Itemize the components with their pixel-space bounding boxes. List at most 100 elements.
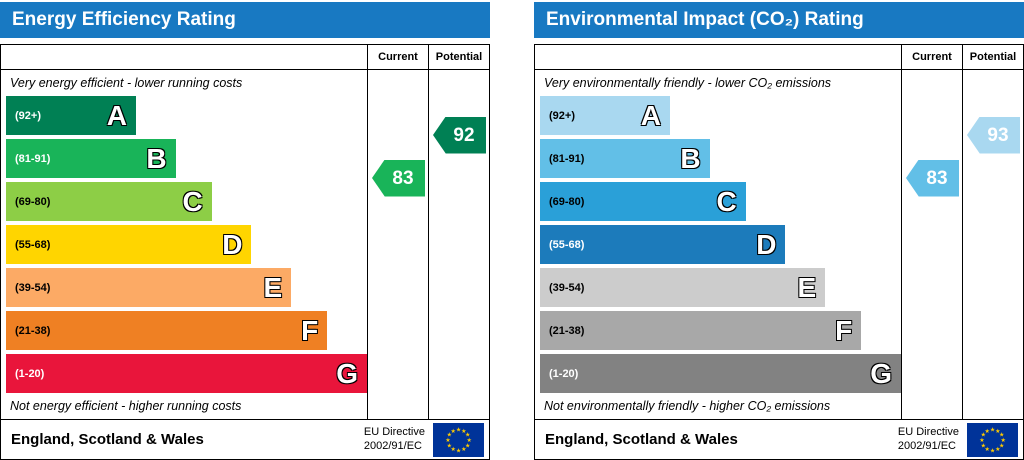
current-rating-arrow: 83 <box>906 159 959 197</box>
svg-text:★: ★ <box>990 447 995 454</box>
column-header-row: Current Potential <box>1 45 489 70</box>
svg-text:★: ★ <box>985 446 990 453</box>
chart-footer: England, Scotland & Wales EU Directive 2… <box>1 419 489 459</box>
band-bar-f: (21-38) F <box>540 311 862 350</box>
band-range-label: (55-68) <box>549 238 585 251</box>
band-range-label: (69-80) <box>15 195 51 208</box>
column-header-row: Current Potential <box>535 45 1023 70</box>
band-range-label: (1-20) <box>15 367 45 380</box>
band-letter: B <box>680 142 701 174</box>
eu-flag-icon: ★ ★★★★★★★★★★★ <box>967 422 1018 457</box>
band-row: (55-68) D <box>1 223 367 266</box>
eu-directive-text: EU Directive 2002/91/EC <box>364 426 425 454</box>
svg-text:★: ★ <box>981 431 986 438</box>
chart-title: Environmental Impact (CO₂) Rating <box>534 2 1024 38</box>
current-column-header: Current <box>368 45 429 69</box>
svg-text:★: ★ <box>451 427 456 434</box>
band-row: (55-68) D <box>535 223 901 266</box>
top-caption: Very energy efficient - lower running co… <box>10 76 243 90</box>
band-letter: B <box>146 142 167 174</box>
svg-text:★: ★ <box>990 426 995 433</box>
band-letter: C <box>182 185 203 217</box>
svg-text:★: ★ <box>466 437 471 444</box>
svg-text:★: ★ <box>995 427 1000 434</box>
header-spacer <box>1 45 368 69</box>
energy-efficiency-chart: Energy Efficiency Rating Current Potenti… <box>0 2 490 460</box>
potential-column-header: Potential <box>969 51 1017 63</box>
band-bar-g: (1-20) G <box>540 354 901 393</box>
chart-body: Very energy efficient - lower running co… <box>1 70 489 419</box>
current-column: 83 <box>902 70 963 419</box>
chart-frame: Current Potential Very energy efficient … <box>0 44 490 460</box>
header-spacer <box>535 45 902 69</box>
svg-text:★: ★ <box>981 442 986 449</box>
chart-body: Very environmentally friendly - lower CO… <box>535 70 1023 419</box>
band-bar-a: (92+) A <box>540 96 670 135</box>
band-bar-b: (81-91) B <box>6 139 176 178</box>
band-range-label: (21-38) <box>15 324 51 337</box>
chart-title: Energy Efficiency Rating <box>0 2 490 38</box>
band-letter: E <box>263 271 283 303</box>
band-range-label: (69-80) <box>549 195 585 208</box>
potential-rating-arrow: 93 <box>967 116 1020 154</box>
current-rating-arrow: 83 <box>372 159 425 197</box>
band-letter: G <box>336 357 358 389</box>
band-row: (81-91) B <box>535 137 901 180</box>
eu-directive-line1: EU Directive <box>897 425 959 438</box>
svg-text:★: ★ <box>447 442 452 449</box>
band-letter: D <box>756 228 777 260</box>
svg-text:★: ★ <box>465 431 470 438</box>
band-row: (39-54) E <box>535 266 901 309</box>
band-letter: F <box>835 314 853 346</box>
band-bar-b: (81-91) B <box>540 139 710 178</box>
bands: (92+) A (81-91) B (69-80) C (55-68) D (39-54) E (2… <box>535 94 901 395</box>
band-range-label: (92+) <box>549 109 575 122</box>
band-row: (1-20) G <box>1 352 367 395</box>
band-bar-d: (55-68) D <box>6 225 252 264</box>
current-column-header: Current <box>902 45 963 69</box>
potential-column: 92 <box>429 70 489 419</box>
eu-directive-line1: EU Directive <box>363 425 425 438</box>
environmental-impact-chart: Environmental Impact (CO₂) Rating Curren… <box>534 2 1024 460</box>
band-letter: D <box>222 228 243 260</box>
svg-text:★: ★ <box>445 437 450 444</box>
band-row: (69-80) C <box>535 180 901 223</box>
svg-text:★: ★ <box>461 446 466 453</box>
svg-text:★: ★ <box>1000 437 1005 444</box>
band-bar-c: (69-80) C <box>540 182 746 221</box>
band-range-label: (81-91) <box>15 152 51 165</box>
svg-text:★: ★ <box>447 431 452 438</box>
band-letter: A <box>106 99 127 131</box>
current-column: 83 <box>368 70 429 419</box>
top-caption: Very environmentally friendly - lower CO… <box>544 76 832 90</box>
svg-text:★: ★ <box>465 442 470 449</box>
footer-region: England, Scotland & Wales <box>545 431 738 448</box>
svg-text:★: ★ <box>999 442 1004 449</box>
svg-text:★: ★ <box>999 431 1004 438</box>
band-row: (92+) A <box>535 94 901 137</box>
bands-area: Very energy efficient - lower running co… <box>1 70 368 419</box>
svg-text:★: ★ <box>456 447 461 454</box>
bands-area: Very environmentally friendly - lower CO… <box>535 70 902 419</box>
svg-text:★: ★ <box>995 446 1000 453</box>
band-bar-g: (1-20) G <box>6 354 367 393</box>
band-bar-e: (39-54) E <box>6 268 292 307</box>
band-range-label: (21-38) <box>549 324 585 337</box>
band-bar-a: (92+) A <box>6 96 136 135</box>
band-row: (21-38) F <box>535 309 901 352</box>
potential-column: 93 <box>963 70 1023 419</box>
band-bar-f: (21-38) F <box>6 311 328 350</box>
bottom-caption: Not environmentally friendly - higher CO… <box>544 399 831 413</box>
band-row: (1-20) G <box>535 352 901 395</box>
band-range-label: (39-54) <box>15 281 51 294</box>
svg-text:★: ★ <box>461 427 466 434</box>
band-bar-e: (39-54) E <box>540 268 826 307</box>
chart-frame: Current Potential Very environmentally f… <box>534 44 1024 460</box>
footer-region: England, Scotland & Wales <box>11 431 204 448</box>
eu-directive-text: EU Directive 2002/91/EC <box>898 426 959 454</box>
band-letter: E <box>797 271 817 303</box>
band-row: (39-54) E <box>1 266 367 309</box>
band-range-label: (81-91) <box>549 152 585 165</box>
bottom-caption: Not energy efficient - higher running co… <box>10 399 242 413</box>
